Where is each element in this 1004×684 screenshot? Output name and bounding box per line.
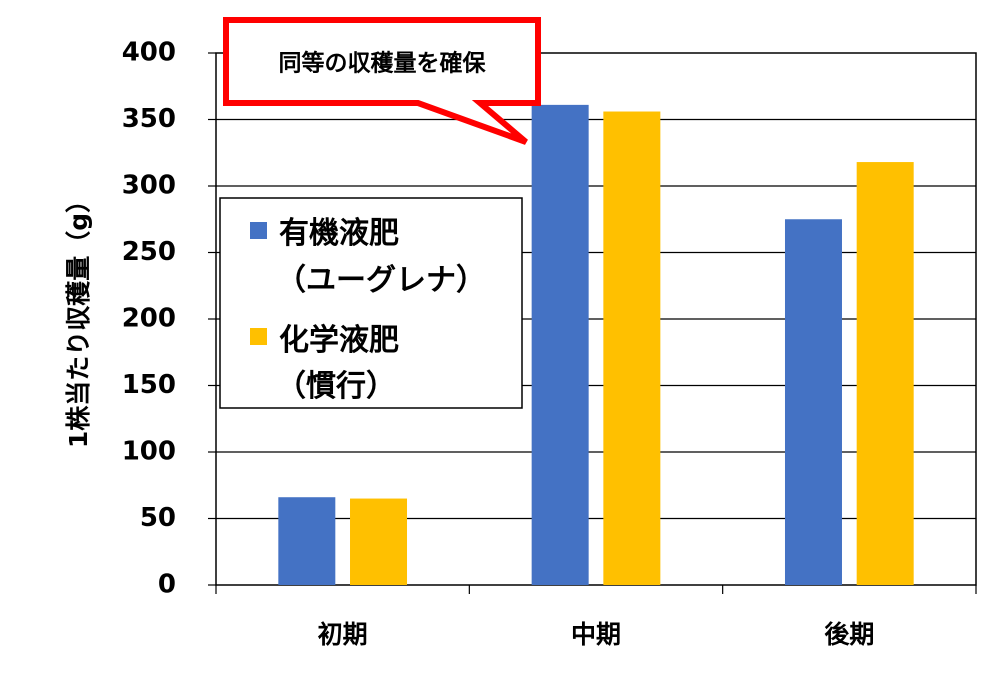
callout-text: 同等の収穫量を確保 — [279, 50, 487, 77]
callout-annotation: 同等の収穫量を確保 — [223, 17, 541, 145]
legend: 有機液肥 （ユーグレナ） 化学液肥 （慣行） — [219, 197, 523, 409]
bar-chemical-0 — [350, 498, 408, 585]
x-category-label: 初期 — [318, 620, 368, 649]
bar-organic-2 — [784, 219, 842, 585]
bar-organic-0 — [278, 497, 336, 585]
legend-swatch-chemical — [250, 328, 267, 345]
y-tick-label: 400 — [122, 38, 176, 68]
y-tick-label: 200 — [122, 304, 176, 334]
bar-chemical-2 — [856, 162, 914, 585]
legend-swatch-organic — [250, 222, 267, 239]
legend-label-organic-line2: （ユーグレナ） — [276, 263, 486, 298]
y-tick-label: 0 — [158, 570, 176, 600]
y-tick-label: 300 — [122, 171, 176, 201]
legend-box — [219, 197, 523, 409]
legend-label-organic-line1: 有機液肥 — [279, 216, 399, 251]
legend-label-chemical-line1: 化学液肥 — [279, 323, 399, 358]
y-tick-label: 250 — [122, 237, 176, 267]
y-tick-label: 100 — [122, 437, 176, 467]
callout-balloon — [223, 17, 541, 145]
x-category-label: 中期 — [571, 620, 621, 649]
bar-chemical-1 — [603, 111, 661, 586]
y-tick-label: 350 — [122, 104, 176, 134]
bar-organic-1 — [531, 104, 589, 586]
x-category-label: 後期 — [824, 620, 874, 649]
legend-label-chemical-line2: （慣行） — [276, 369, 396, 404]
y-axis-label: 1株当たり収穫量（g） — [64, 188, 93, 448]
y-tick-label: 50 — [140, 503, 176, 533]
y-tick-label: 150 — [122, 370, 176, 400]
